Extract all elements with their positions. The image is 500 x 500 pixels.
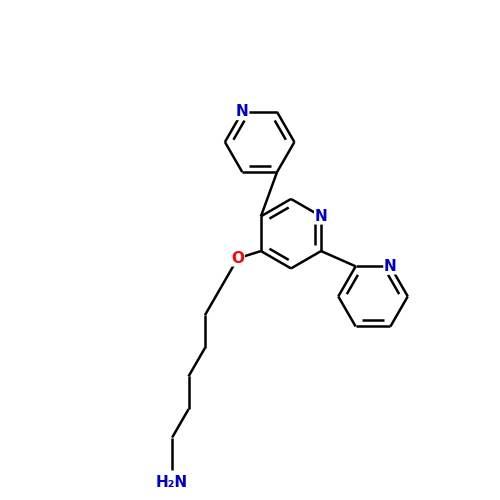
Text: N: N — [236, 104, 248, 120]
Text: N: N — [314, 209, 328, 224]
Text: O: O — [232, 251, 244, 266]
Text: N: N — [384, 259, 397, 274]
Text: H₂N: H₂N — [156, 475, 188, 490]
